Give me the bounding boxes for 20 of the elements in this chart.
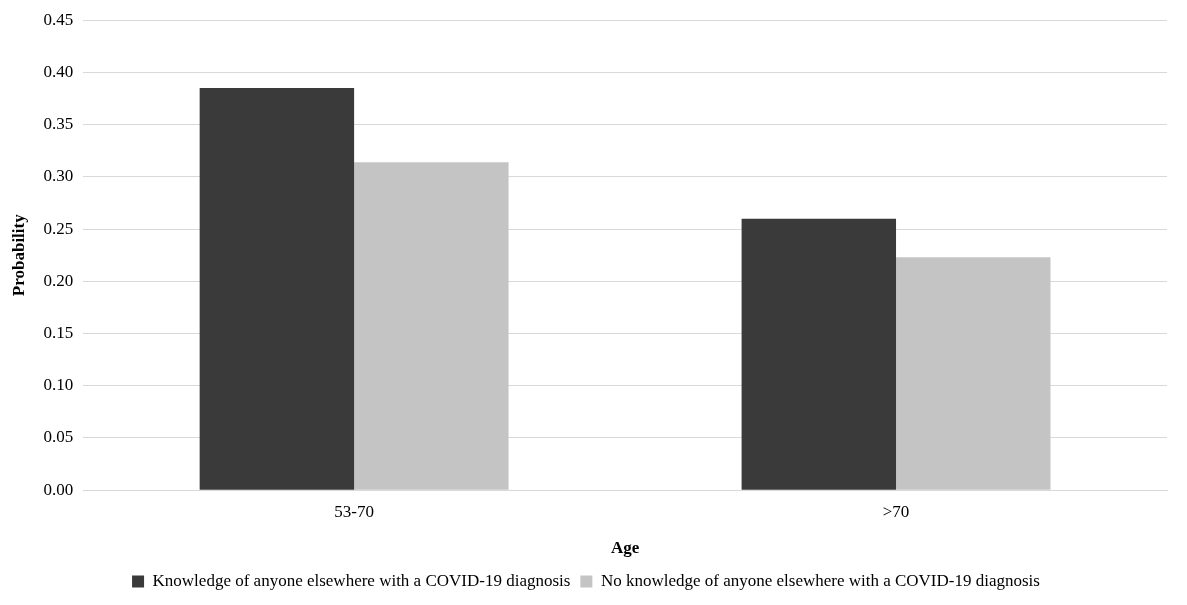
y-tick-label: 0.20 <box>43 270 74 290</box>
x-axis-title: Age <box>610 538 640 558</box>
x-tick-label: 53-70 <box>334 501 374 521</box>
y-tick-label: 0.15 <box>43 323 74 342</box>
y-tick-label: 0.30 <box>43 166 74 186</box>
y-tick-label: 0.10 <box>43 375 74 395</box>
y-axis-title: Probability <box>8 213 28 297</box>
y-tick-label: 0.40 <box>43 61 74 81</box>
y-tick-label: 0.05 <box>43 427 74 447</box>
x-tick-label: >70 <box>882 501 910 521</box>
bar <box>354 162 509 490</box>
y-tick-label: 0.25 <box>43 218 74 238</box>
y-tick-label: 0.45 <box>43 9 74 29</box>
y-tick-label: 0.00 <box>43 479 74 499</box>
legend-label: No knowledge of anyone elsewhere with a COVID-19 diagnosis <box>600 570 1040 590</box>
bar <box>741 218 897 490</box>
bar <box>896 257 1051 490</box>
bar <box>199 88 355 490</box>
legend-label: Knowledge of anyone elsewhere with a COVID-19 diagnosis <box>152 570 571 590</box>
y-tick-label: 0.35 <box>43 114 74 134</box>
